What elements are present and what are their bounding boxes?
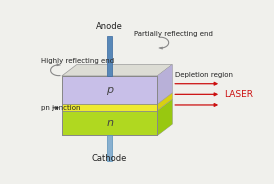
Text: Depletion region: Depletion region (175, 72, 233, 78)
Text: pn junction: pn junction (41, 105, 80, 111)
Bar (62, 76, 157, 135)
Bar (107, 36, 112, 76)
Text: Highly reflecting end: Highly reflecting end (41, 58, 114, 64)
Text: Anode: Anode (96, 22, 123, 31)
Polygon shape (157, 93, 172, 111)
Bar (62, 111, 157, 135)
Bar (62, 104, 157, 111)
Polygon shape (62, 65, 172, 76)
Text: n: n (106, 118, 113, 128)
Text: Cathode: Cathode (92, 154, 127, 163)
Polygon shape (157, 99, 172, 135)
Bar (62, 76, 157, 104)
Text: LASER: LASER (224, 90, 253, 99)
Bar (107, 135, 112, 161)
Text: Partially reflecting end: Partially reflecting end (134, 31, 213, 37)
Polygon shape (157, 65, 172, 104)
Text: p: p (106, 85, 113, 95)
Polygon shape (157, 65, 172, 135)
